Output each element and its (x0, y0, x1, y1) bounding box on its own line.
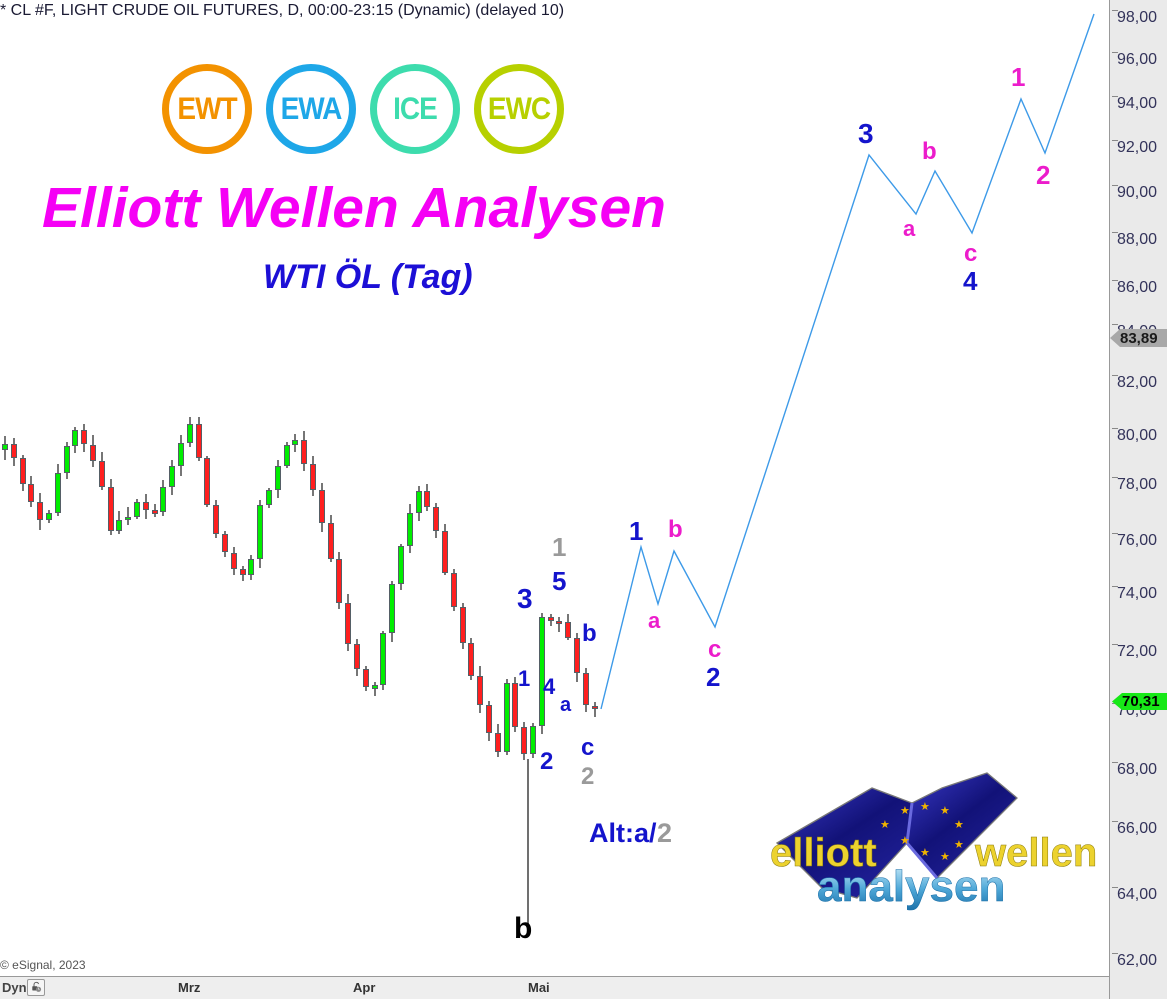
svg-text:★: ★ (900, 835, 910, 847)
svg-text:★: ★ (940, 805, 950, 817)
svg-text:★: ★ (920, 847, 930, 859)
svg-text:★: ★ (954, 839, 964, 851)
svg-text:★: ★ (900, 805, 910, 817)
svg-text:★: ★ (880, 819, 890, 831)
svg-text:analysen: analysen (817, 862, 1005, 911)
svg-text:★: ★ (920, 801, 930, 813)
svg-text:★: ★ (954, 819, 964, 831)
